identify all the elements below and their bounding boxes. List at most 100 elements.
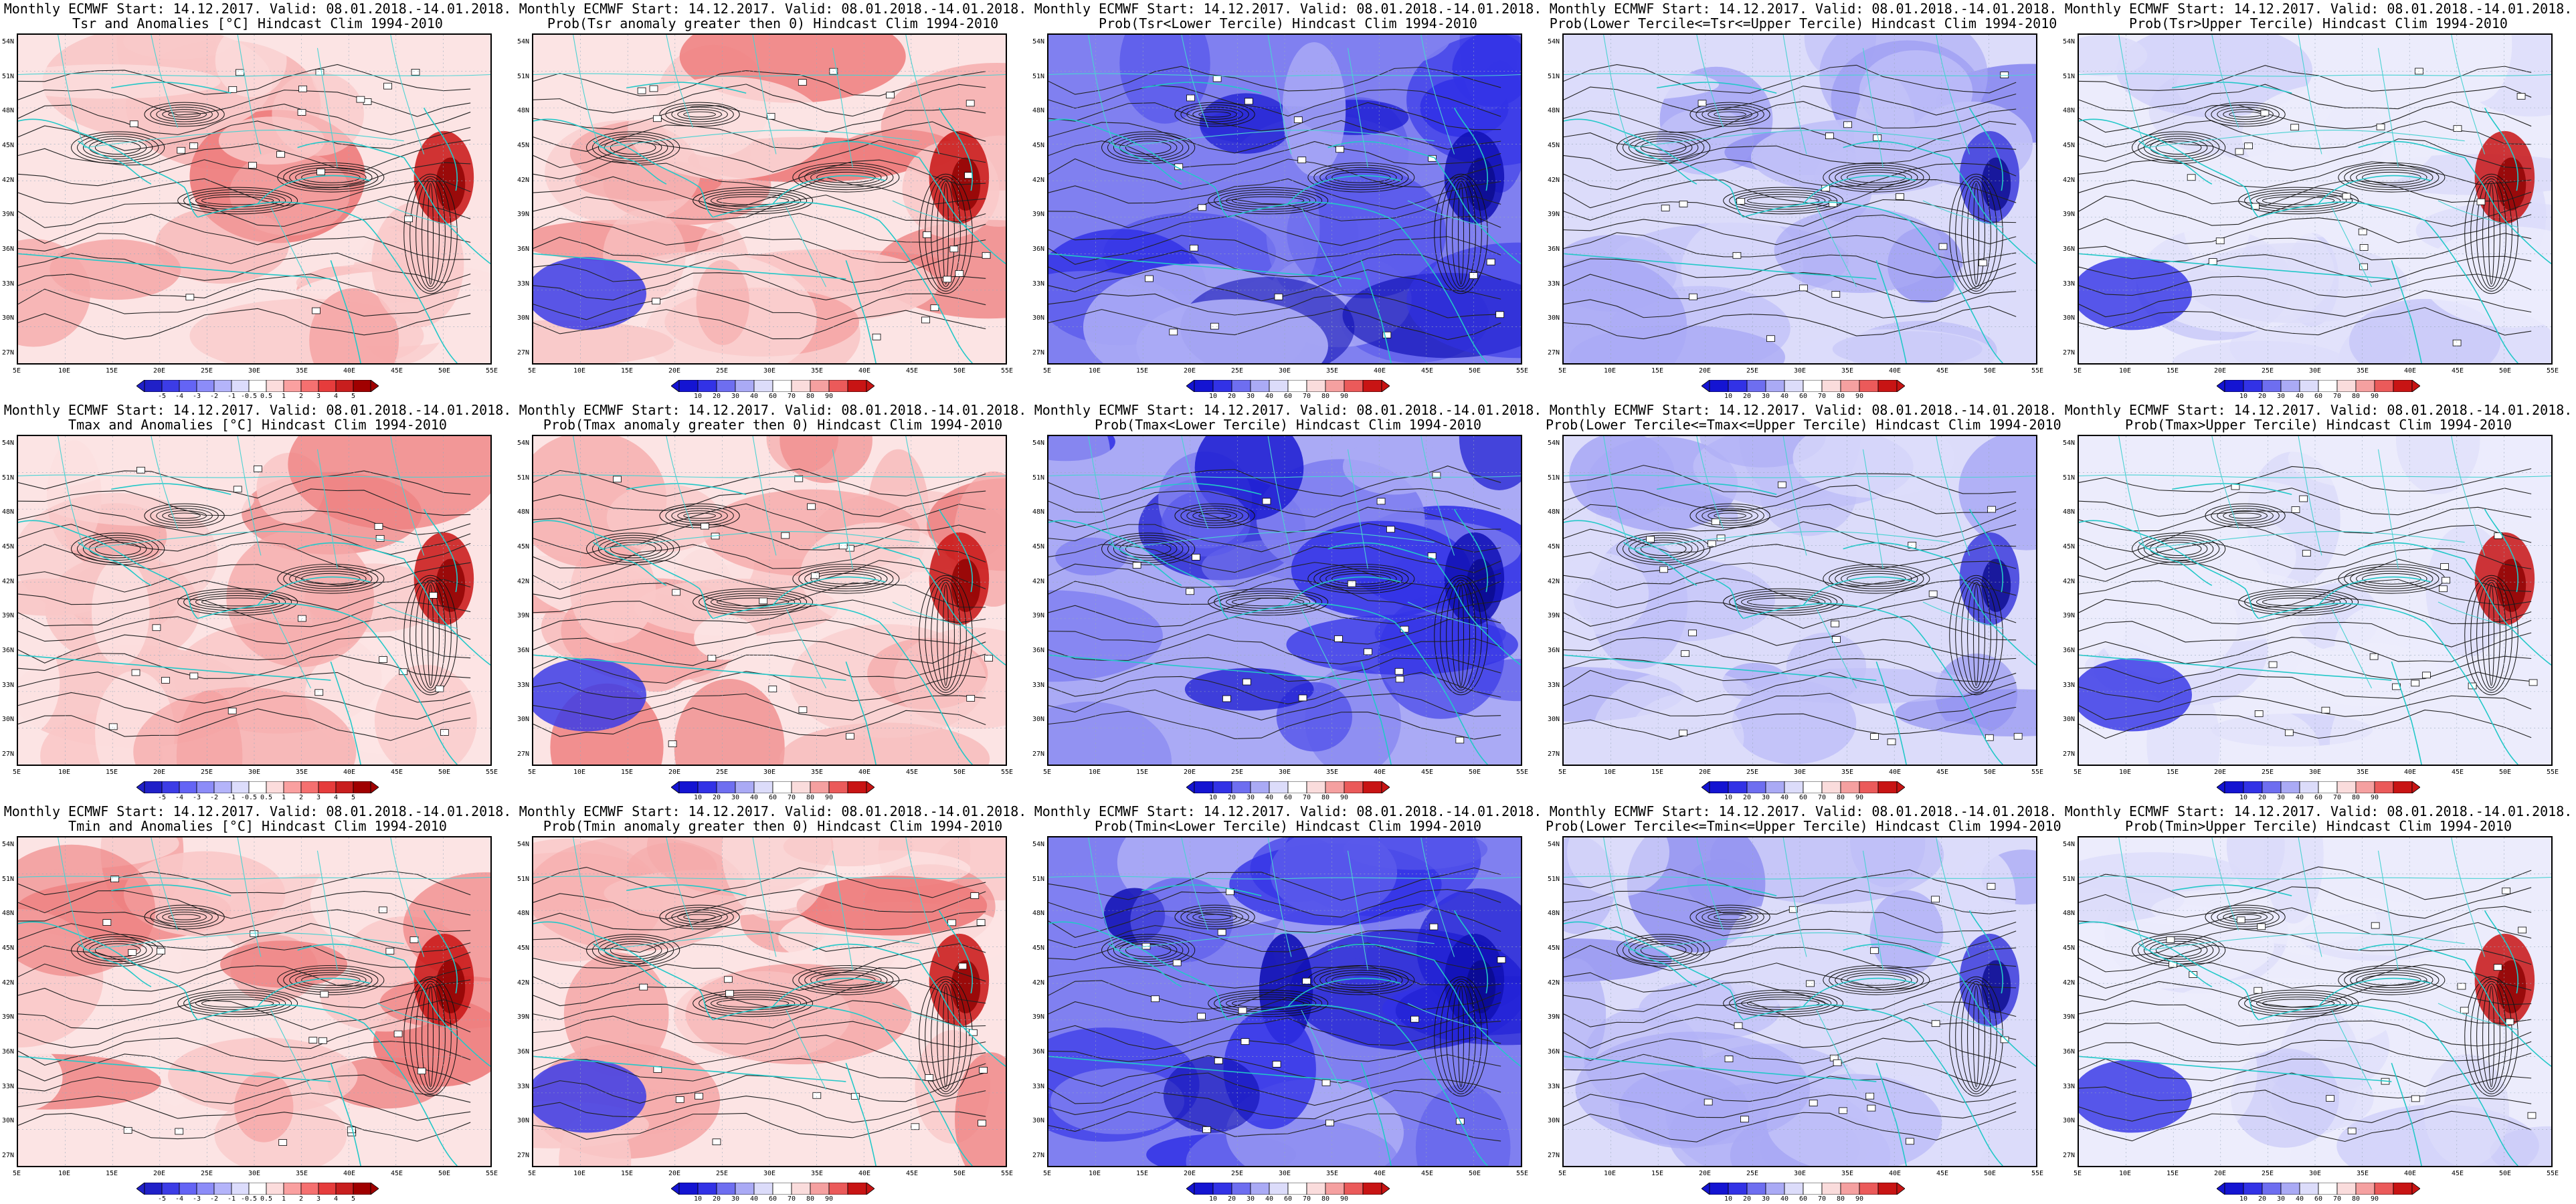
latitude-label: 39N [1032, 211, 1045, 219]
longitude-label: 25E [1746, 1170, 1759, 1177]
longitude-label: 5E [2073, 769, 2082, 776]
latitude-label: 36N [1548, 647, 1560, 654]
latitude-label: 45N [2, 543, 15, 550]
latitude-label: 36N [1548, 245, 1560, 253]
colorbar-tick-label: 60 [1799, 393, 1808, 400]
map-panel-tsr-prob-lower: Monthly ECMWF Start: 14.12.2017. Valid: … [1030, 0, 1546, 401]
longitude-label: 40E [343, 367, 356, 375]
longitude-label: 45E [1420, 769, 1434, 776]
longitude-label: 20E [1698, 1170, 1712, 1177]
longitude-label: 10E [58, 367, 71, 375]
latitude-label: 48N [2, 910, 15, 918]
longitude-label: 15E [620, 769, 634, 776]
longitude-label: 50E [1983, 769, 1997, 776]
longitude-label: 20E [2213, 1170, 2227, 1177]
latitude-label: 42N [2063, 176, 2076, 184]
colorbar-tick-label: 80 [2351, 393, 2361, 400]
longitude-label: 20E [668, 769, 681, 776]
latitude-label: 51N [1548, 474, 1560, 482]
latitude-label: 27N [517, 349, 530, 357]
colorbar-tick-label: 60 [2314, 1195, 2323, 1203]
panel-header: Monthly ECMWF Start: 14.12.2017. Valid: … [1549, 803, 2057, 819]
colorbar-tick-label: 20 [1227, 393, 1236, 400]
longitude-label: 15E [2166, 367, 2179, 375]
longitude-label: 25E [2261, 769, 2274, 776]
latitude-label: 45N [2, 142, 15, 149]
colorbar-tick-label: -0.5 [240, 393, 258, 400]
latitude-label: 33N [2063, 681, 2076, 689]
latitude-label: 51N [1032, 875, 1045, 883]
colorbar-tick-label: 40 [749, 1195, 759, 1203]
longitude-label: 45E [390, 1170, 403, 1177]
latitude-label: 51N [517, 875, 530, 883]
latitude-label: 36N [2063, 245, 2076, 253]
latitude-label: 54N [2063, 439, 2076, 447]
latitude-label: 51N [1032, 72, 1045, 80]
panel-title: Prob(Tmin<Lower Tercile) Hindcast Clim 1… [1095, 818, 1481, 834]
panel-header: Monthly ECMWF Start: 14.12.2017. Valid: … [3, 803, 512, 819]
longitude-label: 25E [200, 769, 213, 776]
longitude-label: 25E [1746, 769, 1759, 776]
longitude-label: 10E [1088, 1170, 1101, 1177]
latitude-label: 42N [1548, 176, 1560, 184]
colorbar-tick-label: 70 [1817, 794, 1827, 801]
longitude-label: 15E [1651, 367, 1664, 375]
map-panel-tsr-anomaly: Monthly ECMWF Start: 14.12.2017. Valid: … [0, 0, 515, 401]
longitude-label: 30E [763, 769, 776, 776]
map-area [532, 836, 1007, 1167]
latitude-label: 27N [1548, 1152, 1560, 1159]
longitude-label: 45E [2451, 769, 2464, 776]
colorbar [671, 380, 875, 392]
longitude-label: 45E [1936, 367, 1949, 375]
latitude-label: 36N [2, 647, 15, 654]
colorbar-tick-label: 20 [2258, 393, 2267, 400]
panel-title: Prob(Tsr anomaly greater then 0) Hindcas… [547, 15, 999, 31]
latitude-label: 36N [2063, 1048, 2076, 1056]
colorbar-tick-label: -5 [157, 393, 167, 400]
longitude-label: 55E [485, 769, 498, 776]
longitude-label: 25E [2261, 367, 2274, 375]
colorbar [1186, 380, 1390, 392]
longitude-label: 55E [1515, 1170, 1529, 1177]
latitude-label: 42N [2, 979, 15, 987]
latitude-label: 30N [517, 716, 530, 724]
latitude-label: 33N [1032, 280, 1045, 288]
colorbar-labels: -5 -4 -3 -2 -1 -0.5 0.5 1 2 3 4 5 [136, 393, 379, 401]
longitude-label: 40E [1373, 367, 1386, 375]
longitude-label: 30E [2308, 367, 2322, 375]
latitude-label: 30N [1548, 1117, 1560, 1125]
colorbar-tick-label: 40 [749, 794, 759, 801]
longitude-label: 15E [105, 367, 118, 375]
colorbar-labels: 10 20 30 40 60 70 80 90 [671, 1196, 875, 1204]
longitude-label: 15E [1135, 769, 1149, 776]
colorbar-tick-label: -3 [192, 393, 201, 400]
colorbar-tick-label: 10 [2239, 393, 2248, 400]
longitude-label: 50E [1983, 1170, 1997, 1177]
latitude-label: 42N [2, 577, 15, 585]
latitude-label: 27N [1032, 349, 1045, 357]
longitude-label: 50E [1468, 1170, 1481, 1177]
colorbar-tick-label: 60 [1799, 794, 1808, 801]
colorbar-tick-label: 0.5 [260, 393, 273, 400]
panel-title: Prob(Tmin>Upper Tercile) Hindcast Clim 1… [2125, 818, 2512, 834]
latitude-label: 48N [2063, 508, 2076, 516]
longitude-label: 35E [810, 769, 824, 776]
latitude-label: 39N [1548, 211, 1560, 219]
panel-header: Monthly ECMWF Start: 14.12.2017. Valid: … [3, 402, 512, 418]
latitude-label: 36N [2063, 647, 2076, 654]
colorbar [1701, 781, 1905, 793]
longitude-label: 5E [2073, 1170, 2082, 1177]
longitude-label: 5E [1042, 769, 1052, 776]
colorbar [1701, 1183, 1905, 1195]
colorbar-tick-label: 40 [2295, 794, 2304, 801]
latitude-label: 36N [1548, 1048, 1560, 1056]
latitude-label: 45N [1548, 543, 1560, 550]
panel-header: Monthly ECMWF Start: 14.12.2017. Valid: … [1549, 402, 2057, 418]
latitude-label: 51N [1548, 875, 1560, 883]
longitude-label: 35E [295, 769, 308, 776]
colorbar-tick-label: 5 [351, 393, 356, 400]
longitude-label: 10E [573, 1170, 586, 1177]
latitude-label: 42N [1548, 577, 1560, 585]
longitude-label: 10E [2118, 1170, 2132, 1177]
longitude-label: 5E [12, 1170, 21, 1177]
